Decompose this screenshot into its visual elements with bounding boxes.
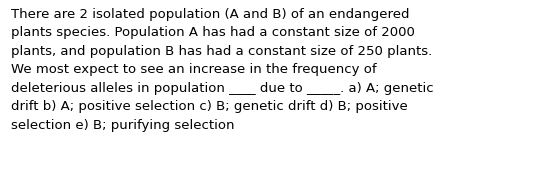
Text: There are 2 isolated population (A and B) of an endangered
plants species. Popul: There are 2 isolated population (A and B… [11,8,434,132]
